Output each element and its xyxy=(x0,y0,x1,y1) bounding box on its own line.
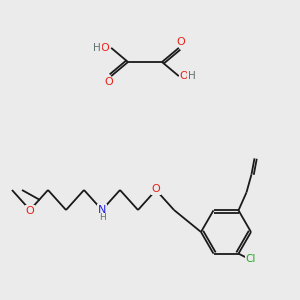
Text: H: H xyxy=(93,43,101,53)
Text: O: O xyxy=(105,77,113,87)
Text: O: O xyxy=(179,71,188,81)
Text: O: O xyxy=(101,43,110,53)
Text: Cl: Cl xyxy=(245,254,256,264)
Text: O: O xyxy=(176,37,185,47)
Text: O: O xyxy=(152,184,160,194)
Text: N: N xyxy=(98,205,106,215)
Text: H: H xyxy=(188,71,196,81)
Text: O: O xyxy=(26,206,34,216)
Text: H: H xyxy=(100,214,106,223)
